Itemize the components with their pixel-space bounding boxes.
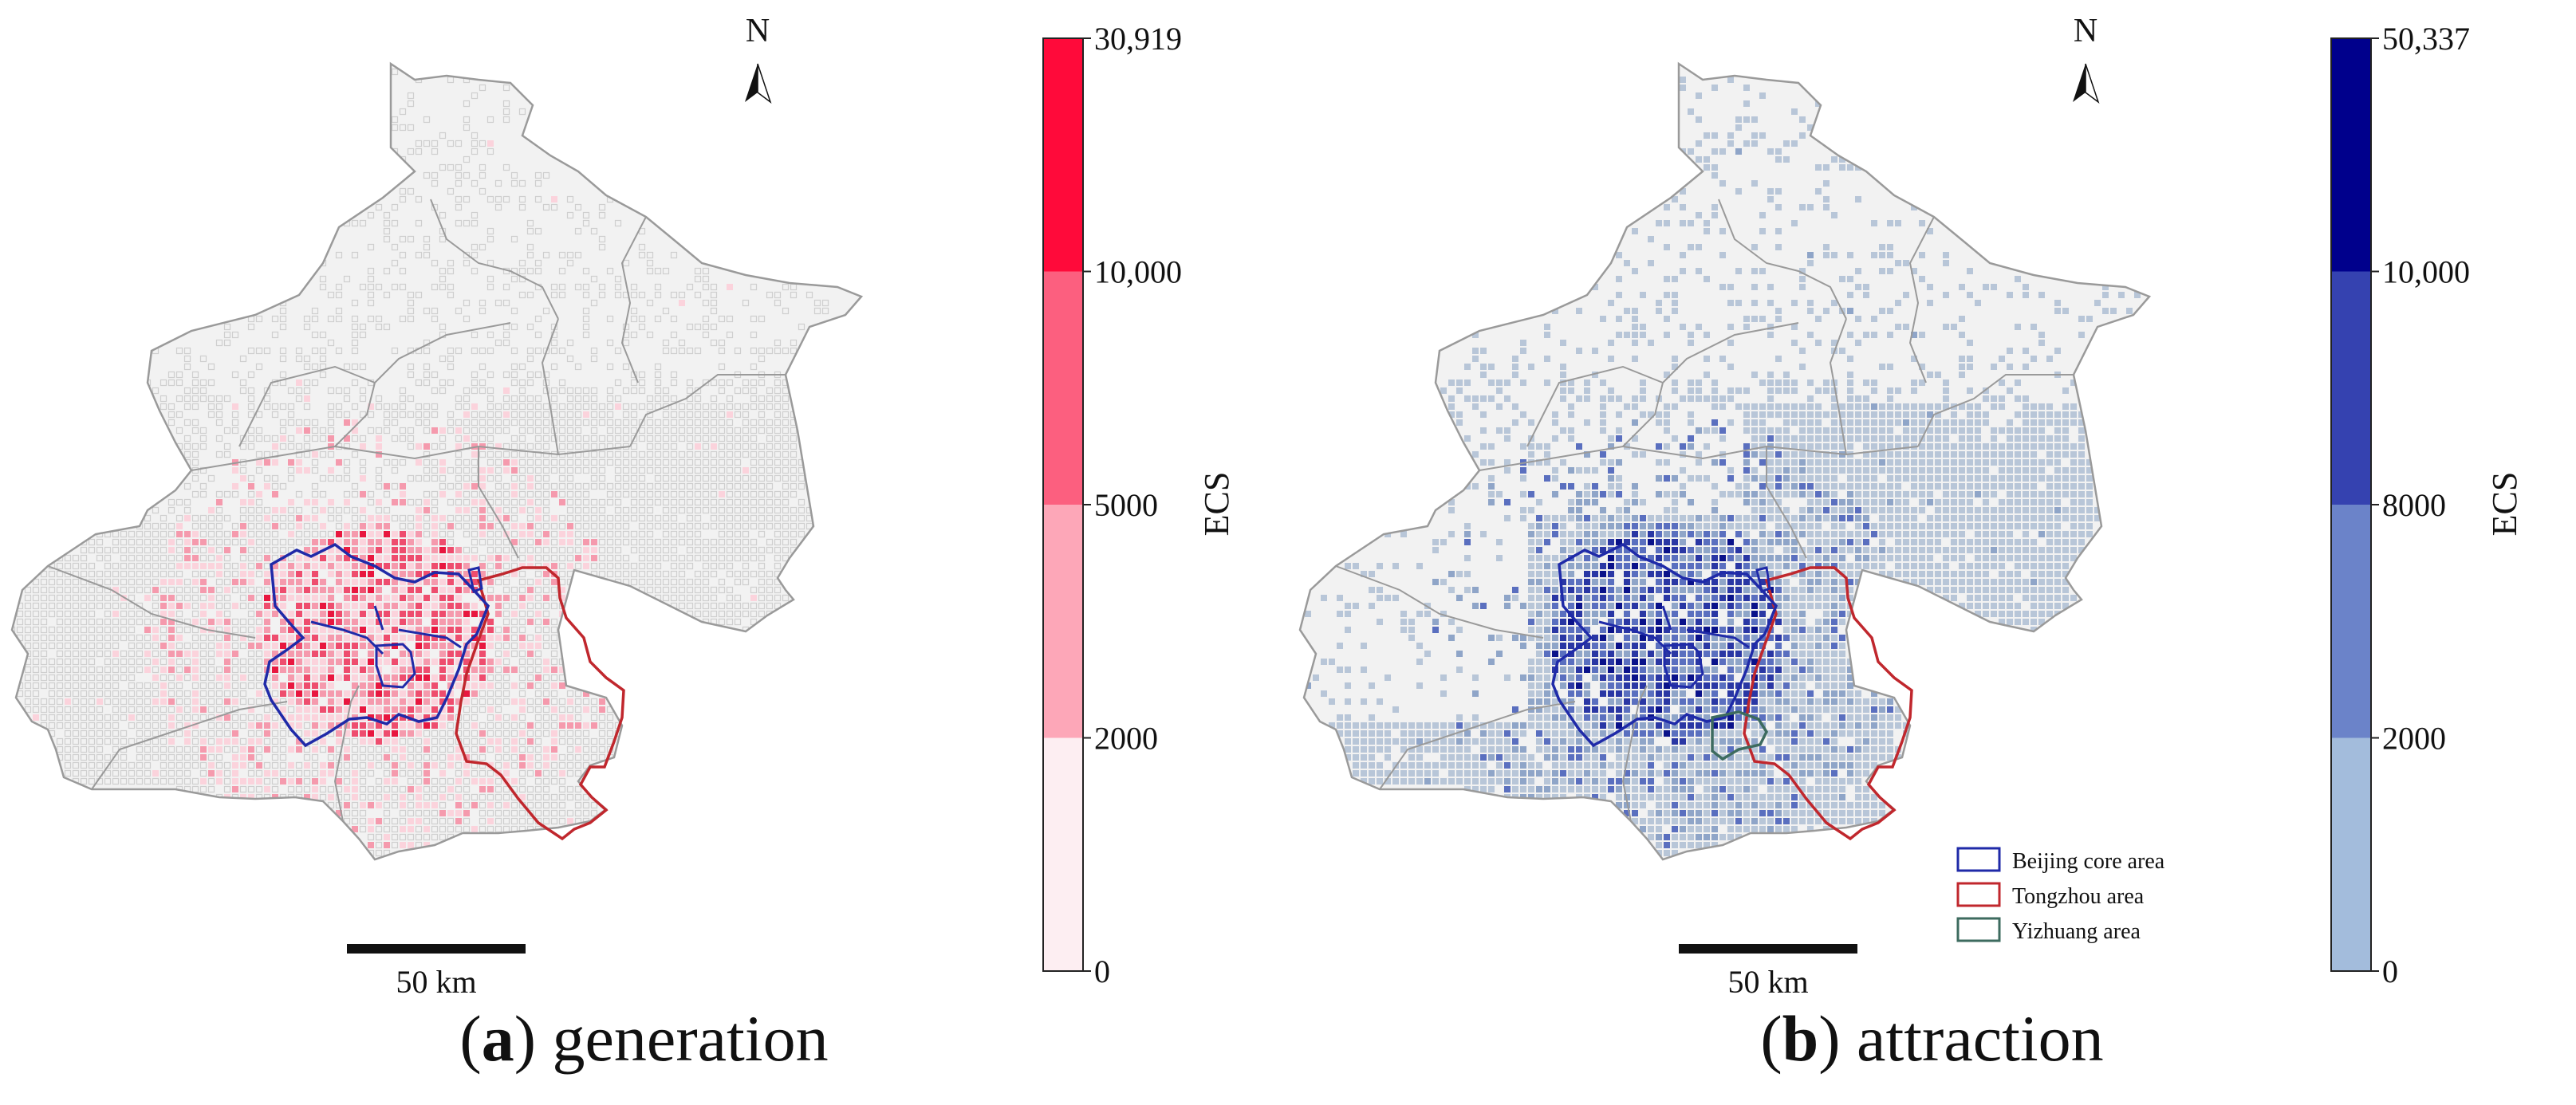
focus-areas [1551,542,1913,841]
yizhuang-area-outline [1711,710,1769,761]
legend-swatch-core [1956,847,2001,872]
map-legend: Beijing core area Tongzhou area Yizhuang… [1956,847,2165,944]
tongzhou-area-outline [1743,566,1913,841]
scale-bar-line [347,944,526,954]
scale-bar-line [1679,944,1857,954]
caption-letter: b [1782,1002,1819,1075]
colorbar-tick-label: 10,000 [2382,254,2470,290]
scale-label: 50 km [1727,964,1808,1000]
colorbar-tick-label: 50,337 [2382,21,2470,57]
scale-bar: 50 km [1679,944,1857,1000]
colorbar-tick-label: 30,919 [1094,21,1182,57]
caption-text: attraction [1857,1002,2104,1075]
scale-bar: 50 km [347,944,526,1000]
north-arrow-icon [745,64,758,102]
focus-areas [263,542,625,841]
colorbar-tick-label: 0 [1094,954,1110,989]
beijing-outline [10,61,864,861]
colorbar-tick-label: 2000 [2382,721,2446,757]
colorbar-segment [1043,737,1083,971]
beijing-land [12,64,861,859]
caption-text: generation [552,1002,829,1075]
colorbar-segment [2331,737,2371,971]
colorbar: 0 2000 5000 10,000 30,919 ECS [1042,21,1236,989]
colorbar-segment [1043,271,1083,505]
north-arrow: N [745,13,772,104]
scale-label: 50 km [396,964,476,1000]
colorbar-segment [2331,505,2371,738]
legend-swatch-yizhuang [1956,917,2001,942]
colorbar-tick-label: 0 [2382,954,2398,989]
colorbar-tick-label: 5000 [1094,487,1158,523]
legend-label-yizhuang: Yizhuang area [2012,919,2141,944]
colorbar: 0 2000 8000 10,000 50,337 ECS [2330,21,2524,989]
legend-swatch-tongzhou [1956,882,2001,907]
colorbar-tick-label: 8000 [2382,487,2446,523]
panel-caption: (b) attraction [1760,1002,2104,1075]
colorbar-segment [2331,271,2371,505]
core-area-outline [263,542,490,748]
district-boundaries [1335,199,2074,822]
panel-generation: N 50 km 0 2000 5000 10,000 30,919 ECS (a) gen… [10,13,1236,1075]
colorbar-tick-label: 2000 [1094,721,1158,757]
colorbar-segment [2331,38,2371,272]
beijing-outline [1298,61,2152,861]
north-label: N [746,13,770,49]
panel-attraction: N 50 km Beijing core area Tongzhou area … [1288,0,2576,1105]
map-attraction: N 50 km Beijing core area Tongzhou area … [1298,13,2524,1000]
north-label: N [2074,13,2097,49]
colorbar-label: ECS [1197,472,1236,537]
district-boundaries [47,199,786,822]
core-area-outline [1551,542,1778,748]
panel-caption: (a) generation [459,1002,829,1075]
colorbar-tick-label: 10,000 [1094,254,1182,290]
caption-letter: a [481,1002,514,1075]
map-generation: N 50 km 0 2000 5000 10,000 30,919 ECS [10,13,1236,1000]
legend-label-core: Beijing core area [2012,849,2165,874]
grid-cells [12,68,829,857]
north-arrow: N [2073,13,2100,104]
legend-label-tongzhou: Tongzhou area [2012,884,2145,909]
colorbar-segment [1043,38,1083,272]
tongzhou-area-outline [455,566,625,841]
colorbar-segment [1043,505,1083,738]
colorbar-label: ECS [2485,472,2524,537]
north-arrow-icon [2073,64,2086,102]
